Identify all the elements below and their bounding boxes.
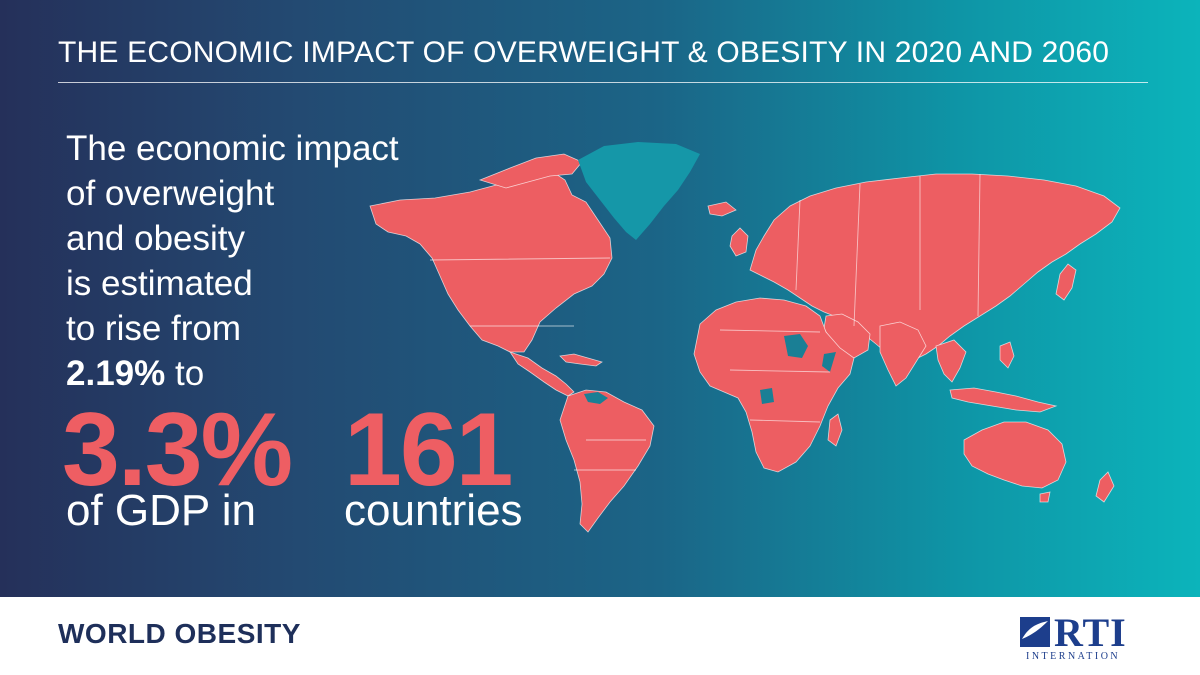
from-value: 2.19% <box>66 354 166 393</box>
map-uk <box>729 227 749 257</box>
world-obesity-logo-text: WORLD OBESITY <box>58 618 301 649</box>
map-new-zealand <box>1095 471 1115 503</box>
map-madagascar <box>827 413 843 447</box>
map-indonesia <box>949 387 1058 413</box>
world-obesity-logo: WORLD OBESITY <box>58 614 301 654</box>
to-word: to <box>165 354 205 393</box>
page-title: THE ECONOMIC IMPACT OF OVERWEIGHT & OBES… <box>58 36 1110 69</box>
lede-line-4: is estimated <box>66 264 253 303</box>
gradient-panel: THE ECONOMIC IMPACT OF OVERWEIGHT & OBES… <box>0 0 1200 597</box>
map-india <box>879 321 927 387</box>
lede-line-1: The economic impact <box>66 129 399 168</box>
country-label: countries <box>344 486 523 535</box>
country-count: 161 <box>344 392 514 508</box>
map-philippines <box>999 341 1015 369</box>
map-borders <box>429 173 981 471</box>
map-japan <box>1055 263 1077 301</box>
map-se-asia <box>935 339 967 383</box>
map-arctic-islands <box>478 153 583 189</box>
world-map <box>369 142 1121 533</box>
map-caribbean <box>559 353 603 367</box>
lede-line-6: 2.19% to <box>66 351 426 396</box>
map-africa <box>693 297 855 473</box>
lede-line-5: to rise from <box>66 309 242 348</box>
map-iceland <box>707 201 737 217</box>
map-no-data-congo <box>760 388 774 404</box>
map-central-america <box>509 351 575 397</box>
map-tasmania <box>1039 491 1051 503</box>
lede-line-2: of overweight <box>66 174 275 213</box>
map-no-data-somalia <box>822 352 836 372</box>
lede-text: The economic impact of overweight and ob… <box>66 126 426 396</box>
map-north-america <box>369 169 613 353</box>
map-south-america <box>559 389 655 533</box>
rti-mark-icon <box>1020 617 1050 647</box>
map-australia <box>963 421 1067 489</box>
rti-logo-subtext: INTERNATION <box>1026 651 1121 662</box>
map-greenland <box>578 142 700 240</box>
title-divider <box>58 82 1148 83</box>
gdp-value: 3.3% <box>62 392 293 508</box>
map-no-data-venezuela <box>584 392 608 404</box>
map-no-data-sudan <box>784 334 808 358</box>
rti-logo-text: RTI <box>1054 610 1127 655</box>
rti-logo: RTI INTERNATION <box>1020 613 1150 665</box>
gdp-label: of GDP in <box>66 486 256 535</box>
lede-line-3: and obesity <box>66 219 246 258</box>
